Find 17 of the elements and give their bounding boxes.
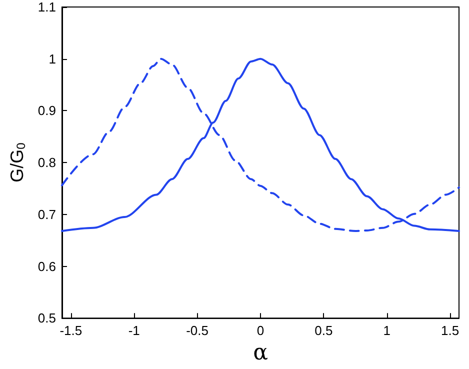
x-tick-label: -1.5 bbox=[60, 323, 82, 338]
x-tick-label: 1 bbox=[383, 323, 390, 338]
x-tick-label: 0.5 bbox=[314, 323, 333, 338]
y-tick-label: 1 bbox=[48, 51, 56, 66]
x-tick-label: 0 bbox=[256, 323, 264, 338]
y-tick-label: 0.7 bbox=[38, 206, 56, 222]
x-tick-label: 1.5 bbox=[441, 323, 460, 338]
y-axis-title: G/G0 bbox=[7, 142, 28, 182]
y-tick-label: 0.6 bbox=[38, 258, 56, 274]
x-tick-label: -1 bbox=[128, 323, 140, 338]
y-tick-label: 0.8 bbox=[38, 155, 56, 170]
x-axis-title: α bbox=[253, 340, 268, 366]
y-tick-label: 1.1 bbox=[38, 0, 56, 14]
line-series bbox=[60, 58, 460, 232]
y-tick-label: 0.5 bbox=[38, 310, 56, 326]
x-tick-label: -0.5 bbox=[186, 323, 208, 338]
y-tick-label: 0.9 bbox=[38, 103, 56, 118]
